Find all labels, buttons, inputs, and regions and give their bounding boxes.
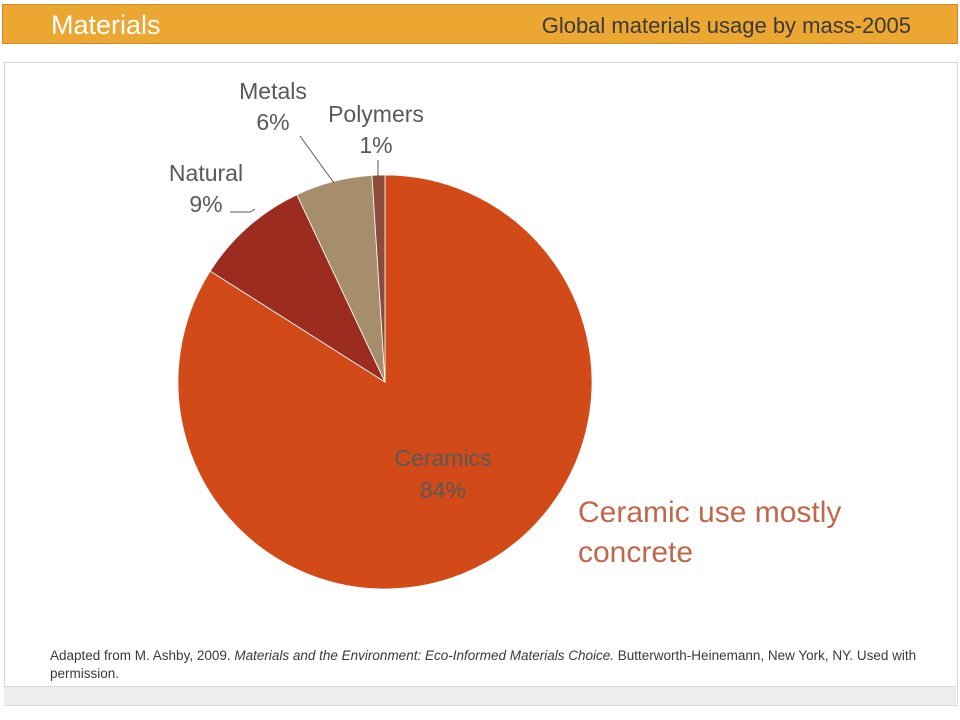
slide-title: Materials xyxy=(51,10,161,40)
header-bar: Materials Global materials usage by mass… xyxy=(2,4,958,44)
value-label: 6% xyxy=(256,109,289,135)
value-label: 84% xyxy=(420,477,466,503)
content-panel xyxy=(4,62,958,706)
annotation: Ceramic use mostly concrete xyxy=(578,496,842,569)
slice-label: Natural xyxy=(169,160,243,186)
footer-bar xyxy=(4,686,956,705)
source-note: Adapted from M. Ashby, 2009. Materials a… xyxy=(50,647,940,683)
slice-label: Metals xyxy=(239,78,307,104)
source-book-title: Materials and the Environment: Eco-Infor… xyxy=(234,648,615,663)
pie-slice xyxy=(209,194,386,384)
leader-line xyxy=(299,135,335,184)
value-label: 1% xyxy=(359,132,392,158)
slide-subtitle: Global materials usage by mass-2005 xyxy=(541,13,911,38)
leader-line xyxy=(230,208,256,213)
slice-label: Ceramics xyxy=(394,445,491,471)
slice-label: Polymers xyxy=(328,101,424,127)
value-label: 9% xyxy=(189,191,222,217)
source-text: Adapted from M. Ashby, 2009. xyxy=(50,648,235,663)
source-text: Butterworth-Heinemann, New York, NY. Use… xyxy=(50,648,917,681)
